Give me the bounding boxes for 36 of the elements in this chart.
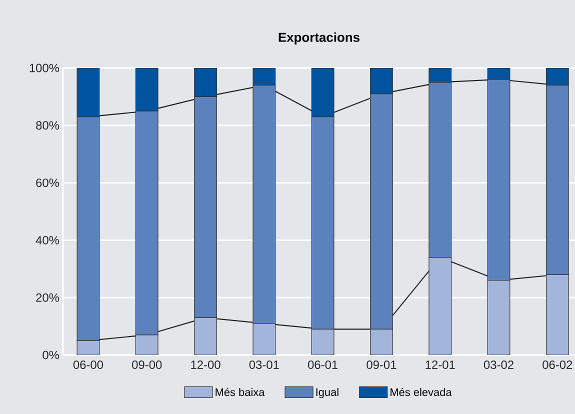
bar [428,257,452,355]
legend-label: Més baixa [216,388,265,396]
bar [546,274,569,355]
bar [370,68,393,94]
y-tick-label: 80% [36,121,60,130]
y-tick-label: 20% [36,293,60,302]
bar [194,317,217,355]
bar [487,280,510,355]
bar [194,68,217,97]
bar [311,68,334,118]
legend-label: Més elevada [390,388,452,396]
x-tick-label: 09-01 [366,360,396,369]
bar [76,340,100,355]
x-tick-label: 12-01 [426,360,455,369]
x-tick-label: 06-01 [308,360,338,369]
bar [76,68,100,118]
bar [252,323,276,355]
x-tick-label: 03-02 [484,360,514,369]
x-tick-label: 06-02 [542,360,572,369]
bar [135,68,158,112]
x-tick-label: 03-01 [249,360,279,369]
bar [252,68,276,86]
legend-label: Igual [316,388,338,398]
chart-title: Exportacions [278,32,360,44]
bar [370,328,393,355]
x-tick-label: 06-00 [73,360,104,369]
y-tick-label: 0% [42,350,60,360]
bar [546,68,569,86]
x-tick-label: 12-00 [191,360,220,369]
bar [311,328,334,355]
bar [428,68,452,83]
y-tick-label: 60% [36,178,60,188]
y-tick-label: 100% [30,64,60,72]
bar [135,334,158,355]
y-tick-label: 40% [36,236,60,244]
x-tick-label: 09-00 [132,360,162,369]
